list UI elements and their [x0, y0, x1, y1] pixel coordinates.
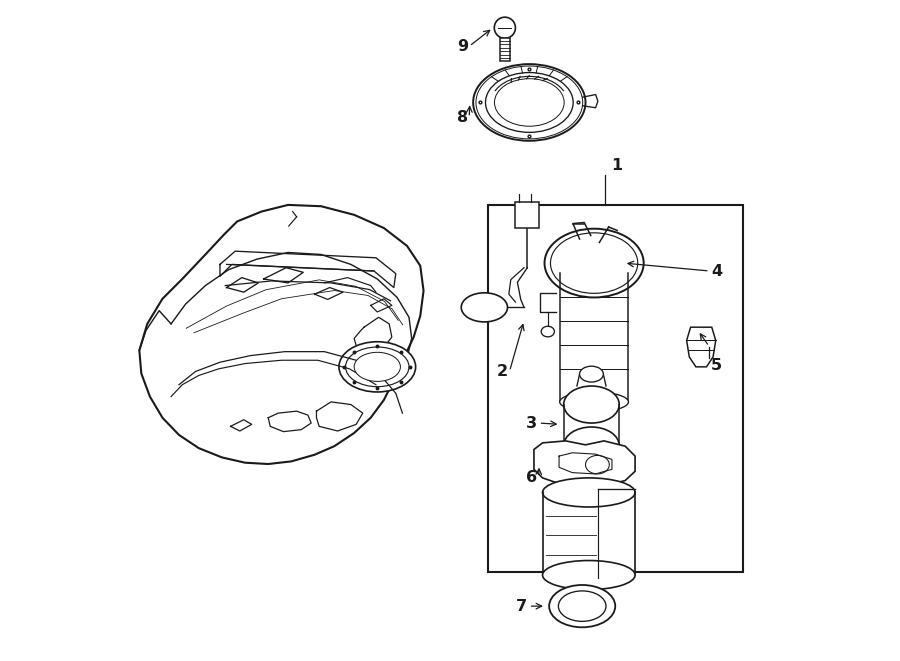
Polygon shape [516, 202, 539, 228]
Text: 9: 9 [456, 39, 468, 54]
Text: 2: 2 [497, 364, 508, 379]
Polygon shape [534, 441, 635, 486]
Text: 7: 7 [517, 599, 527, 613]
Ellipse shape [346, 347, 409, 387]
Ellipse shape [461, 293, 508, 322]
Text: 6: 6 [526, 470, 537, 485]
Ellipse shape [560, 392, 628, 412]
Polygon shape [500, 38, 510, 61]
Ellipse shape [339, 342, 416, 392]
Ellipse shape [355, 352, 400, 381]
Ellipse shape [473, 64, 586, 141]
Ellipse shape [563, 386, 619, 423]
Ellipse shape [580, 366, 603, 382]
Bar [489, 205, 742, 572]
Ellipse shape [563, 427, 619, 464]
Ellipse shape [494, 17, 516, 38]
Ellipse shape [541, 327, 554, 337]
Polygon shape [140, 205, 424, 464]
Text: 1: 1 [611, 158, 622, 173]
Text: 3: 3 [526, 416, 537, 430]
Text: 8: 8 [456, 110, 468, 125]
Polygon shape [687, 327, 716, 367]
Ellipse shape [544, 229, 644, 297]
Ellipse shape [549, 585, 616, 627]
Ellipse shape [485, 73, 573, 132]
Text: 4: 4 [711, 264, 722, 278]
Ellipse shape [543, 561, 635, 590]
Text: 5: 5 [711, 358, 722, 373]
Ellipse shape [543, 478, 635, 507]
